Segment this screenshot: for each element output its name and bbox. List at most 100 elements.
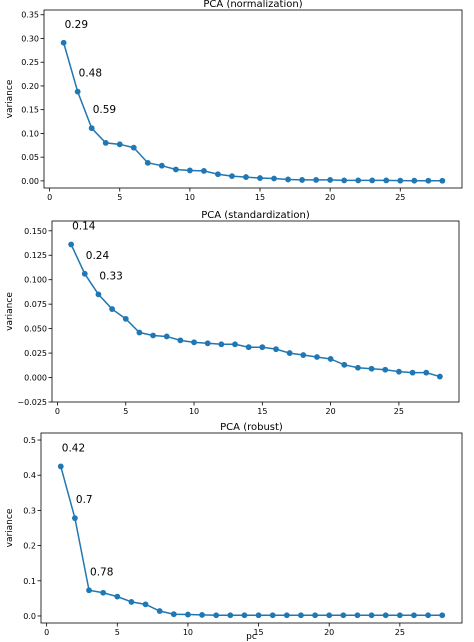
data-point bbox=[229, 173, 235, 180]
data-point bbox=[74, 88, 81, 95]
data-point bbox=[213, 612, 220, 619]
y-tick-label: 0.5 bbox=[23, 436, 36, 445]
data-point bbox=[326, 612, 333, 619]
y-tick-label: 0.050 bbox=[24, 325, 47, 334]
data-annotation: 0.48 bbox=[79, 68, 102, 80]
data-point bbox=[60, 39, 67, 46]
x-tick-label: 0 bbox=[55, 407, 60, 416]
x-tick-label: 15 bbox=[257, 407, 267, 416]
x-tick-label: 5 bbox=[123, 407, 128, 416]
data-annotation: 0.29 bbox=[65, 19, 88, 31]
data-point bbox=[204, 340, 211, 347]
y-tick-label: 0.20 bbox=[21, 82, 39, 91]
data-point bbox=[286, 350, 293, 356]
data-point bbox=[382, 366, 389, 373]
y-tick-label: 0.2 bbox=[23, 542, 36, 551]
data-point bbox=[369, 177, 376, 184]
data-point bbox=[300, 352, 307, 358]
data-annotation: 0.14 bbox=[72, 220, 96, 232]
data-point bbox=[397, 177, 404, 184]
data-point bbox=[314, 354, 320, 360]
series-line bbox=[60, 466, 443, 617]
x-tick-label: 15 bbox=[253, 628, 263, 637]
axes-frame bbox=[43, 9, 463, 189]
data-point bbox=[128, 598, 135, 605]
x-tick-label: 25 bbox=[394, 407, 404, 416]
data-point bbox=[299, 177, 305, 183]
y-tick-label: 0.05 bbox=[21, 153, 39, 162]
data-point bbox=[354, 612, 361, 619]
data-point bbox=[383, 177, 390, 184]
data-point bbox=[411, 612, 417, 619]
data-point bbox=[285, 176, 291, 183]
x-axis-label: pc bbox=[246, 632, 257, 642]
x-tick-label: 20 bbox=[326, 407, 336, 416]
data-point bbox=[150, 332, 156, 339]
x-tick-label: 20 bbox=[325, 193, 335, 202]
data-point bbox=[172, 166, 179, 173]
data-annotation: 0.42 bbox=[62, 442, 85, 454]
data-point bbox=[341, 177, 348, 184]
data-point bbox=[439, 177, 446, 184]
data-point bbox=[425, 177, 432, 184]
data-point bbox=[340, 612, 347, 619]
data-point bbox=[81, 270, 88, 277]
data-point bbox=[136, 329, 143, 336]
y-tick-label: 0.150 bbox=[24, 227, 47, 236]
x-tick-label: 25 bbox=[395, 628, 405, 637]
data-point bbox=[312, 612, 318, 619]
data-point bbox=[269, 612, 276, 619]
axes-frame bbox=[40, 432, 463, 624]
x-tick-label: 0 bbox=[47, 193, 52, 202]
y-tick-label: 0.3 bbox=[23, 506, 36, 515]
y-tick-label: 0.4 bbox=[23, 471, 36, 480]
data-point bbox=[313, 177, 320, 183]
data-point bbox=[396, 612, 403, 619]
data-point bbox=[298, 612, 304, 619]
y-tick-label: 0.1 bbox=[23, 577, 36, 586]
chart-3: PCA (robust) 0 5 10 15 20 25 0.0 0.1 0.2 0.3 0.4 0.5… bbox=[5, 422, 463, 642]
x-tick-label: 10 bbox=[189, 407, 199, 416]
data-point bbox=[232, 341, 238, 348]
data-point bbox=[142, 601, 149, 608]
x-tick-label: 25 bbox=[395, 193, 405, 202]
data-point bbox=[144, 159, 151, 166]
data-annotation: 0.59 bbox=[93, 104, 116, 116]
data-point bbox=[259, 344, 266, 351]
y-tick-label: 0.35 bbox=[21, 11, 39, 20]
data-point bbox=[185, 611, 191, 618]
data-point bbox=[411, 177, 418, 184]
data-annotation: 0.7 bbox=[76, 494, 93, 506]
y-tick-label: 0.100 bbox=[24, 276, 47, 285]
data-point bbox=[355, 177, 362, 184]
data-point bbox=[327, 356, 334, 362]
x-tick-label: 10 bbox=[185, 193, 195, 202]
axes-frame bbox=[51, 220, 460, 403]
y-axis-label: variance bbox=[5, 292, 15, 331]
x-tick-label: 20 bbox=[324, 628, 334, 637]
data-point bbox=[114, 593, 121, 600]
chart-2: PCA (standardization) 0 5 10 15 20 25 −0.025 0.0… bbox=[5, 210, 460, 416]
data-point bbox=[257, 175, 263, 181]
data-point bbox=[177, 337, 184, 344]
data-point bbox=[327, 177, 334, 183]
y-tick-label: 0.075 bbox=[24, 300, 47, 309]
chart-title: PCA (normalization) bbox=[203, 0, 302, 10]
y-axis-label: variance bbox=[5, 508, 15, 547]
data-annotation: 0.78 bbox=[90, 566, 113, 578]
data-point bbox=[218, 341, 225, 348]
data-point bbox=[215, 171, 221, 178]
data-point bbox=[156, 608, 163, 614]
data-point bbox=[158, 162, 165, 169]
data-point bbox=[109, 306, 115, 312]
y-tick-label: 0.10 bbox=[21, 129, 39, 138]
y-tick-label: 0.15 bbox=[21, 106, 39, 115]
chart-title: PCA (standardization) bbox=[201, 210, 310, 221]
chart-title: PCA (robust) bbox=[220, 422, 283, 433]
data-point bbox=[241, 612, 248, 619]
data-point bbox=[439, 612, 446, 619]
data-point bbox=[423, 369, 430, 376]
x-tick-label: 10 bbox=[183, 628, 193, 637]
data-point bbox=[57, 463, 64, 470]
